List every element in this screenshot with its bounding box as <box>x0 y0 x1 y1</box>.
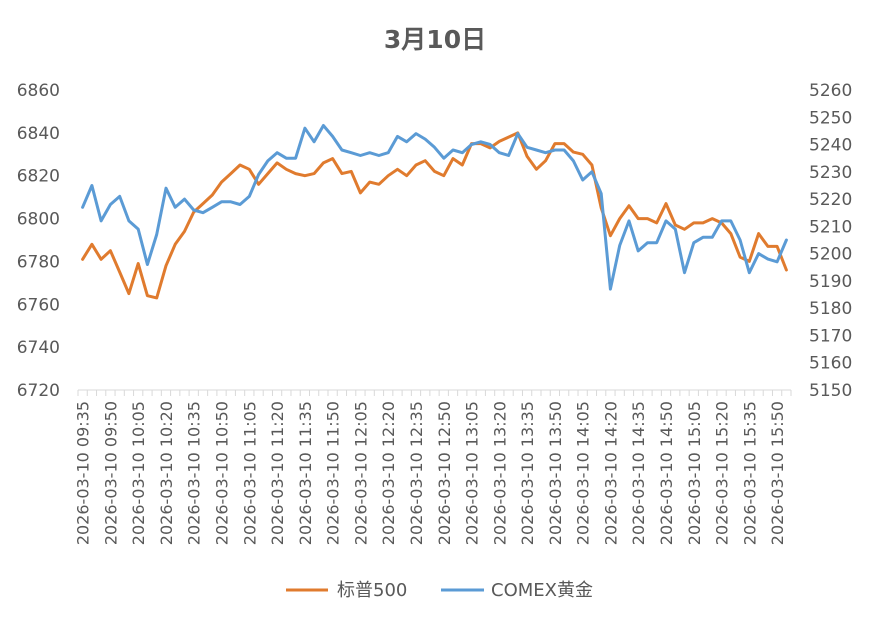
right-y-tick-label: 5250 <box>809 108 852 128</box>
x-axis: 2026-03-10 09:35 2026-03-10 09:50 2026-03-… <box>74 389 792 545</box>
left-y-tick-label: 6740 <box>17 338 60 358</box>
x-tick-label: 2026-03-10 15:50 <box>768 401 787 545</box>
left-y-tick-label: 6720 <box>17 381 60 401</box>
x-tick-label: 2026-03-10 11:50 <box>324 401 343 545</box>
right-y-tick-label: 5230 <box>809 163 852 183</box>
right-y-tick-label: 5190 <box>809 272 852 292</box>
legend-label: COMEX黄金 <box>491 580 593 601</box>
x-tick-label: 2026-03-10 15:05 <box>685 401 704 545</box>
x-tick-label: 2026-03-10 15:20 <box>713 401 732 545</box>
left-y-tick-label: 6800 <box>17 210 60 230</box>
x-tick-label: 2026-03-10 14:20 <box>601 401 620 545</box>
x-tick-label: 2026-03-10 15:35 <box>740 401 759 545</box>
x-tick-label: 2026-03-10 13:20 <box>490 401 509 545</box>
left-y-tick-label: 6820 <box>17 167 60 187</box>
left-y-tick-label: 6760 <box>17 295 60 315</box>
x-tick-label: 2026-03-10 13:35 <box>518 401 537 545</box>
left-y-axis: 6720 6740 6760 6780 6800 6820 6840 6860 <box>17 81 60 401</box>
x-tick-label: 2026-03-10 12:20 <box>379 401 398 545</box>
legend: 标普500 COMEX黄金 <box>286 580 593 601</box>
right-y-tick-label: 5240 <box>809 136 852 156</box>
right-y-tick-label: 5210 <box>809 217 852 237</box>
x-tick-label: 2026-03-10 14:05 <box>574 401 593 545</box>
x-tick-label: 2026-03-10 10:05 <box>129 401 148 545</box>
series-line-sp500 <box>81 131 788 300</box>
right-y-tick-label: 5180 <box>809 299 852 319</box>
series-line-comex-gold <box>81 124 788 291</box>
x-tick-label: 2026-03-10 10:35 <box>185 401 204 545</box>
x-tick-label: 2026-03-10 13:05 <box>463 401 482 545</box>
left-y-tick-label: 6840 <box>17 124 60 144</box>
x-tick-label: 2026-03-10 10:20 <box>157 401 176 545</box>
right-y-tick-label: 5220 <box>809 190 852 210</box>
x-tick-label: 2026-03-10 09:35 <box>74 401 93 545</box>
x-tick-label: 2026-03-10 11:20 <box>268 401 287 545</box>
right-y-tick-label: 5200 <box>809 245 852 265</box>
x-tick-label: 2026-03-10 13:50 <box>546 401 565 545</box>
x-tick-label: 2026-03-10 10:50 <box>213 401 232 545</box>
left-y-tick-label: 6860 <box>17 81 60 101</box>
left-y-tick-label: 6780 <box>17 252 60 272</box>
legend-label: 标普500 <box>337 580 407 601</box>
x-tick-label: 2026-03-10 11:05 <box>240 401 259 545</box>
x-tick-label: 2026-03-10 12:05 <box>351 401 370 545</box>
series-layer <box>81 124 788 300</box>
x-tick-label: 2026-03-10 14:35 <box>629 401 648 545</box>
right-y-tick-label: 5160 <box>809 354 852 374</box>
right-y-tick-label: 5150 <box>809 381 852 401</box>
right-y-tick-label: 5260 <box>809 81 852 101</box>
right-y-tick-label: 5170 <box>809 326 852 346</box>
x-tick-label: 2026-03-10 09:50 <box>101 401 120 545</box>
right-y-axis: 5150 5160 5170 5180 5190 5200 5210 5220 5230 5240… <box>809 81 852 401</box>
x-tick-label: 2026-03-10 12:50 <box>435 401 454 545</box>
x-tick-label: 2026-03-10 14:50 <box>657 401 676 545</box>
x-tick-label: 2026-03-10 11:35 <box>296 401 315 545</box>
x-tick-label: 2026-03-10 12:35 <box>407 401 426 545</box>
chart-title: 3月10日 <box>384 25 486 54</box>
